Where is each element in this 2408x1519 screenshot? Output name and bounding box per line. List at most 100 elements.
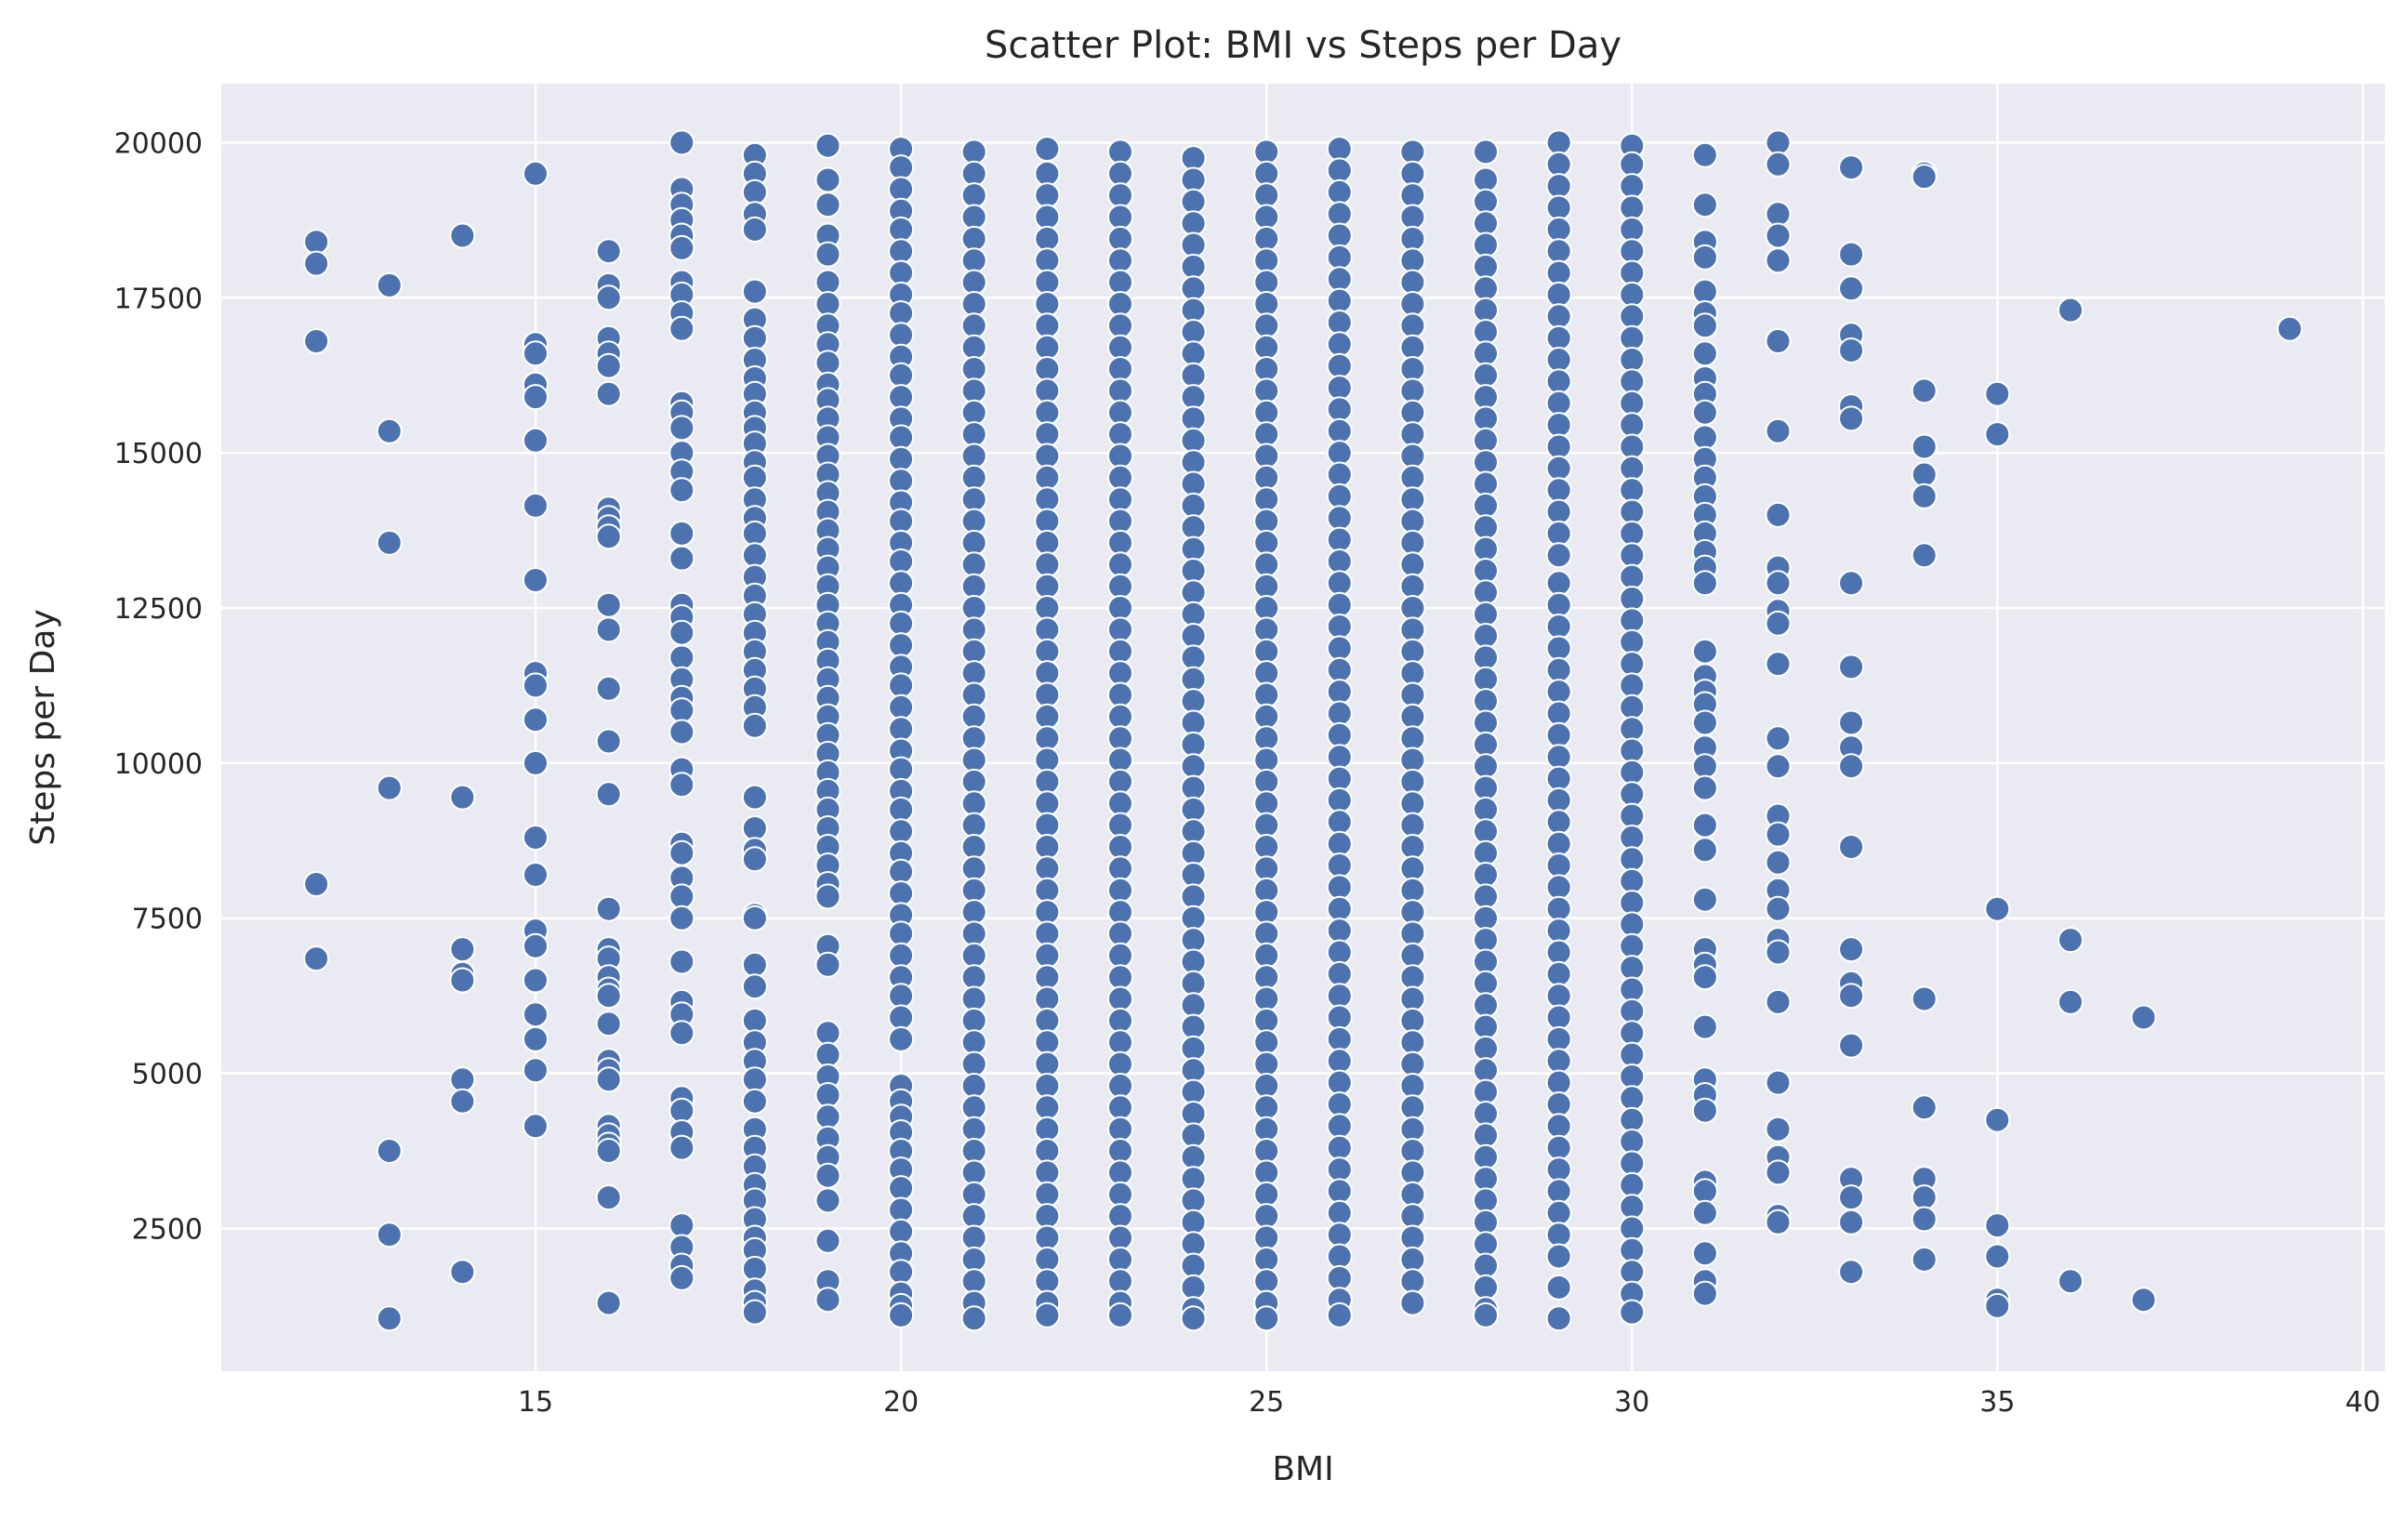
data-point [1473, 1143, 1499, 1170]
data-point [1399, 1159, 1426, 1186]
data-point [1326, 960, 1353, 987]
data-point [1326, 809, 1353, 836]
data-point [1326, 983, 1353, 1010]
data-point [1326, 918, 1353, 944]
data-point [1619, 324, 1646, 351]
data-point [1691, 1178, 1718, 1205]
data-point [1180, 275, 1207, 302]
data-point [1399, 920, 1426, 947]
data-point [1107, 768, 1133, 795]
data-point [1107, 1181, 1133, 1208]
data-point [523, 932, 549, 959]
data-point [1473, 231, 1499, 258]
data-point [1399, 1246, 1426, 1273]
data-point [595, 284, 622, 311]
data-point [2057, 297, 2084, 324]
data-point [1326, 1091, 1353, 1117]
data-point [1473, 862, 1499, 888]
data-point [1253, 1268, 1280, 1295]
data-point [1034, 508, 1061, 535]
data-point [1473, 1209, 1499, 1235]
data-point [1545, 303, 1572, 330]
data-point [1326, 1264, 1353, 1291]
data-point [1399, 312, 1426, 339]
data-point [1253, 964, 1280, 991]
data-point [1107, 812, 1133, 839]
data-point [1545, 1178, 1572, 1205]
data-point [1326, 266, 1353, 293]
data-point [960, 1268, 987, 1295]
data-point [595, 523, 622, 550]
data-point [1034, 1246, 1061, 1273]
data-point [1107, 399, 1133, 426]
data-point [1180, 644, 1207, 671]
data-point [1619, 1259, 1646, 1286]
data-point [1034, 1007, 1061, 1034]
y-tick-label: 2500 [132, 1213, 203, 1246]
data-point [1619, 802, 1646, 829]
data-point [1545, 679, 1572, 706]
data-point [1765, 570, 1792, 597]
data-point [523, 1113, 549, 1140]
data-point [1107, 442, 1133, 469]
data-point [1180, 883, 1207, 910]
data-point [1691, 399, 1718, 426]
data-point [2130, 1287, 2157, 1314]
data-point [1619, 1215, 1646, 1242]
data-point [1765, 651, 1792, 678]
data-point [1399, 681, 1426, 708]
data-point [1473, 623, 1499, 649]
data-point [1180, 709, 1207, 736]
data-point [1545, 895, 1572, 922]
data-point [888, 445, 915, 472]
y-tick-label: 7500 [132, 904, 203, 936]
data-point [1545, 1091, 1572, 1117]
data-point [1107, 1159, 1133, 1186]
data-point [1619, 498, 1646, 525]
data-point [1034, 421, 1061, 448]
data-point [668, 1212, 695, 1239]
data-point [1473, 1057, 1499, 1084]
data-point [1034, 1203, 1061, 1230]
data-point [960, 291, 987, 317]
data-point [1399, 551, 1426, 578]
data-point [1180, 145, 1207, 172]
y-tick-label: 12500 [114, 593, 203, 626]
data-point [1326, 548, 1353, 575]
data-point [1473, 905, 1499, 931]
data-point [1180, 427, 1207, 454]
data-point [1326, 591, 1353, 618]
data-point [1326, 1222, 1353, 1248]
data-point [1399, 595, 1426, 621]
data-point [960, 1138, 987, 1164]
data-point [1326, 1301, 1353, 1328]
data-point [1545, 809, 1572, 836]
data-point [1473, 927, 1499, 954]
data-point [960, 551, 987, 578]
data-point [1984, 1106, 2011, 1133]
data-point [1034, 1301, 1061, 1328]
data-point [1326, 1134, 1353, 1161]
y-tick-labels: 2500 5000 7500 10000 12500 15000 17500 20000 [114, 127, 203, 1246]
data-point [1180, 1101, 1207, 1127]
data-point [1619, 303, 1646, 330]
data-point [1619, 151, 1646, 178]
data-point [449, 1088, 476, 1115]
data-point [1545, 173, 1572, 200]
data-point [1838, 1259, 1865, 1286]
data-point [1107, 225, 1133, 252]
data-point [1107, 920, 1133, 947]
data-point [1838, 1032, 1865, 1059]
data-point [1107, 1073, 1133, 1099]
data-point [1253, 399, 1280, 426]
data-point [1326, 830, 1353, 857]
data-point [814, 1041, 841, 1068]
data-point [888, 154, 915, 181]
data-point [1180, 384, 1207, 411]
data-point [888, 216, 915, 243]
x-tick-label: 20 [883, 1386, 919, 1419]
data-point [1253, 1138, 1280, 1164]
data-point [1107, 269, 1133, 296]
data-point [1326, 1113, 1353, 1140]
data-point [668, 234, 695, 261]
